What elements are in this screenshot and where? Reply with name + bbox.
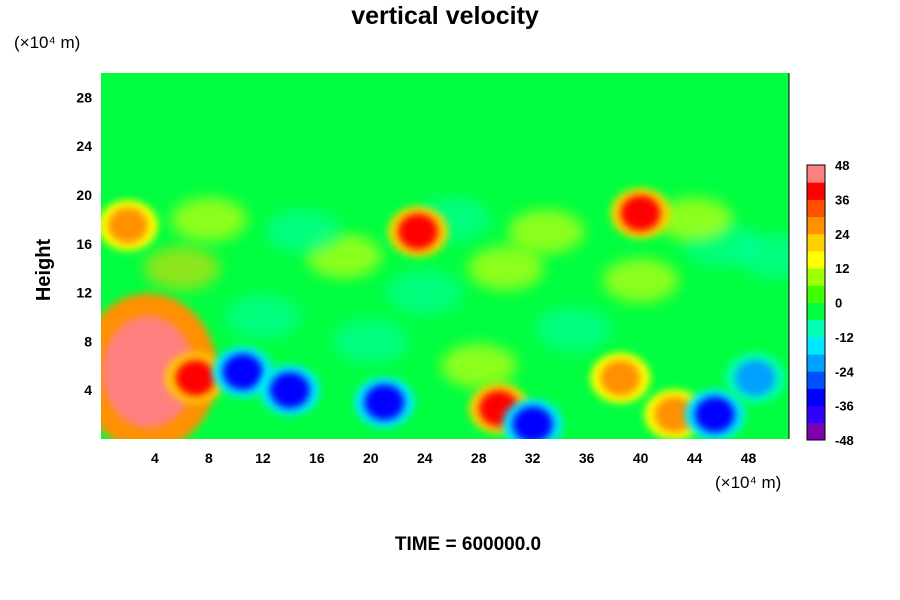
y-tick-label: 16 (76, 236, 92, 252)
colorbar-swatch (807, 422, 825, 441)
x-tick-label: 48 (741, 450, 757, 466)
field-feature (512, 406, 553, 439)
colorbar-swatch (807, 336, 825, 355)
x-axis-unit: (×10⁴ m) (715, 473, 781, 492)
field-texture (602, 258, 679, 303)
y-tick-label: 20 (76, 187, 92, 203)
field-texture (508, 209, 585, 254)
colorbar-swatch (807, 371, 825, 389)
x-axis-ticks: 4 8 12 16 20 24 28 32 36 40 44 48 (151, 450, 756, 466)
field-feature (398, 213, 439, 250)
x-tick-label: 8 (205, 450, 213, 466)
colorbar-tick-label: 36 (835, 192, 849, 207)
colorbar-frame (806, 164, 826, 441)
colorbar-swatch (807, 319, 825, 338)
field-feature (620, 195, 661, 232)
y-axis-label: Height (33, 239, 55, 302)
field-texture (332, 319, 409, 364)
field-texture (170, 197, 247, 242)
field-feature (222, 353, 263, 390)
field-feature (175, 360, 216, 396)
colorbar-tick-label: -12 (835, 330, 854, 345)
x-tick-label: 44 (687, 450, 703, 466)
field-feature (694, 396, 735, 433)
x-tick-label: 24 (417, 450, 433, 466)
x-tick-label: 4 (151, 450, 159, 466)
x-tick-label: 36 (579, 450, 595, 466)
colorbar-swatch (807, 182, 825, 200)
field-texture (467, 246, 544, 291)
field-feature (364, 384, 405, 421)
y-tick-label: 24 (76, 138, 92, 154)
colorbar-swatch (807, 388, 825, 407)
colorbar-tick-label: 12 (835, 261, 849, 276)
colorbar-swatch (807, 285, 825, 303)
colorbar-swatch (807, 354, 825, 372)
field-feature (654, 396, 695, 433)
x-tick-label: 32 (525, 450, 541, 466)
colorbar-swatch (807, 268, 825, 286)
y-tick-label: 28 (76, 89, 92, 105)
field-feature (600, 360, 641, 396)
y-axis-unit: (×10⁴ m) (14, 33, 80, 52)
colorbar: 48 36 24 12 0 -12 -24 -36 -48 (806, 158, 855, 448)
y-tick-label: 4 (84, 382, 92, 398)
y-tick-label: 12 (76, 285, 92, 301)
x-tick-label: 20 (363, 450, 379, 466)
y-axis-ticks: 4 8 12 16 20 24 28 (76, 89, 92, 398)
field-texture (440, 343, 517, 388)
chart-title: vertical velocity (351, 2, 539, 30)
time-label: TIME = 600000.0 (395, 534, 541, 555)
plot-area (101, 73, 790, 439)
colorbar-swatch (807, 302, 825, 321)
colorbar-tick-label: 24 (835, 227, 850, 242)
field-feature-core (120, 332, 176, 412)
field-texture (737, 234, 789, 278)
field-texture (535, 307, 612, 352)
field-texture (143, 246, 220, 291)
x-tick-label: 28 (471, 450, 487, 466)
colorbar-tick-label: 0 (835, 296, 842, 311)
x-tick-label: 40 (633, 450, 649, 466)
colorbar-swatch (807, 250, 825, 269)
field-texture (265, 209, 342, 254)
field-feature (107, 207, 148, 244)
x-tick-label: 16 (309, 450, 325, 466)
field-feature (269, 372, 310, 409)
field-texture (386, 270, 463, 315)
field-texture (656, 197, 733, 242)
colorbar-swatch (807, 233, 825, 252)
field-feature (735, 360, 776, 396)
colorbar-tick-label: 48 (835, 158, 849, 173)
colorbar-swatch (807, 216, 825, 235)
y-tick-label: 8 (84, 333, 92, 349)
colorbar-tick-label: -24 (835, 364, 855, 379)
colorbar-swatch (807, 405, 825, 424)
colorbar-swatch (807, 199, 825, 218)
x-tick-label: 12 (255, 450, 271, 466)
colorbar-tick-label: -48 (835, 433, 854, 448)
colorbar-tick-label: -36 (835, 399, 854, 414)
colorbar-swatch (807, 165, 825, 183)
field-texture (224, 295, 301, 339)
